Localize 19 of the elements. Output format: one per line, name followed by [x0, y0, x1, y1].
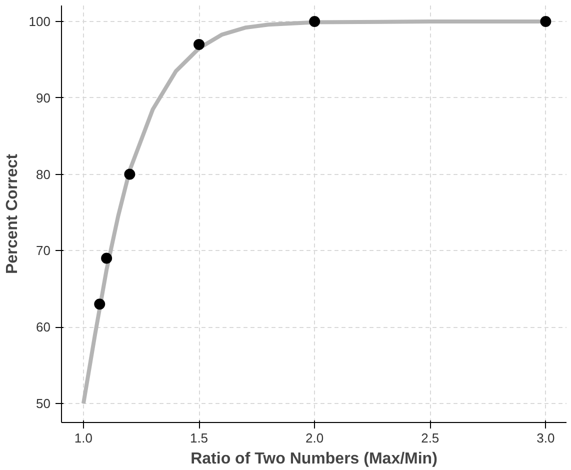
y-tick-label: 90: [36, 90, 51, 106]
y-tick-label: 70: [36, 243, 51, 258]
y-tick-label: 50: [36, 396, 51, 411]
x-tick-label: 2.5: [421, 430, 440, 446]
x-tick-label: 3.0: [536, 430, 555, 446]
point: [194, 38, 205, 50]
x-tick-label: 1.0: [74, 430, 92, 446]
point: [124, 168, 136, 180]
x-tick-label: 2.0: [306, 430, 324, 446]
point: [101, 252, 112, 264]
point: [94, 298, 106, 310]
y-axis-title: Percent Correct: [4, 153, 21, 274]
point: [309, 16, 320, 28]
y-tick-label: 60: [36, 320, 51, 335]
x-tick-label: 1.5: [190, 430, 208, 446]
x-axis-title: Ratio of Two Numbers (Max/Min): [190, 450, 438, 468]
point: [540, 16, 552, 28]
y-tick-label: 100: [28, 14, 51, 30]
y-tick-label: 80: [36, 166, 51, 182]
